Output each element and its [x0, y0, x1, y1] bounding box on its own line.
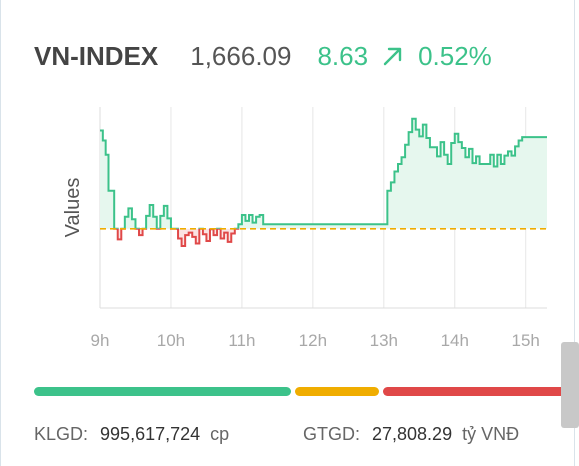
- advancing-bar: [34, 387, 292, 396]
- x-tick-label: 10h: [157, 331, 185, 350]
- x-tick-label: 13h: [370, 331, 398, 350]
- x-tick-label: 11h: [228, 331, 255, 350]
- volume-label: KLGD:: [34, 423, 89, 444]
- volume-info: KLGD: 995,617,724 cp: [34, 422, 229, 446]
- x-tick-label: 12h: [299, 331, 327, 350]
- index-percent: 0.52%: [418, 40, 492, 71]
- intraday-chart: 9h 10h 11h 12h 13h 14h 15h Values: [62, 107, 547, 350]
- turnover-info: GTGD: 27,808.29 tỷ VNĐ: [303, 422, 519, 446]
- x-tick-label: 15h: [512, 331, 540, 350]
- scrollbar-thumb[interactable]: [561, 342, 579, 428]
- price-line-up: [100, 117, 547, 229]
- area-above-reference: [100, 118, 547, 229]
- declining-bar: [383, 387, 566, 396]
- index-name: VN-INDEX: [34, 40, 159, 71]
- x-tick-label: 9h: [91, 331, 110, 350]
- index-change: 8.63: [317, 40, 369, 71]
- turnover-label: GTGD:: [303, 423, 360, 444]
- index-header: VN-INDEX 1,666.09 8.63 0.52%: [34, 36, 492, 76]
- volume-value: 995,617,724: [100, 423, 201, 444]
- volume-unit: cp: [210, 423, 230, 444]
- y-axis-label: Values: [62, 178, 84, 238]
- turnover-unit: tỷ VNĐ: [462, 423, 520, 444]
- turnover-value: 27,808.29: [372, 423, 453, 444]
- unchanged-bar: [295, 387, 380, 396]
- index-value: 1,666.09: [190, 40, 292, 71]
- up-arrow-icon: [382, 45, 404, 67]
- x-tick-label: 14h: [441, 331, 469, 350]
